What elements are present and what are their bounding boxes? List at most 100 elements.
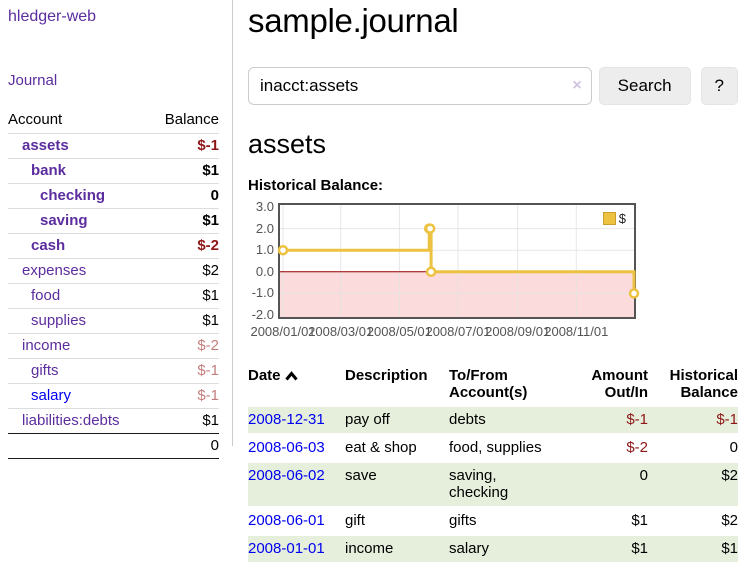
account-balance: 0 [210,187,219,204]
transaction-description: eat & shop [345,439,417,456]
x-tick-label: 2008/07/01 [425,324,491,339]
accounts-table-header: Account Balance [8,108,219,134]
transaction-balance: $2 [721,512,738,529]
transaction-row: 2008-06-03 eat & shop food, supplies $-2… [248,434,738,462]
account-link-liabilities-debts[interactable]: liabilities:debts [22,412,120,429]
transaction-row: 2008-12-31 pay off debts $-1 $-1 [248,406,738,434]
account-link-expenses[interactable]: expenses [22,262,87,279]
transaction-date-link[interactable]: 2008-06-03 [248,439,325,456]
account-row: income $-2 [8,333,219,359]
account-row: food $1 [8,283,219,309]
account-link-supplies[interactable]: supplies [31,312,87,329]
balance-column-header: Balance [164,111,219,128]
chart-legend: $ [600,210,628,227]
x-tick-label: 2008/03/01 [308,324,374,339]
account-row: supplies $1 [8,308,219,334]
account-link-gifts[interactable]: gifts [31,362,59,379]
x-tick-label: 2008/05/01 [366,324,432,339]
account-balance: $1 [202,287,219,304]
transaction-accounts: salary [449,535,576,562]
x-tick-label: 2008/01/01 [250,324,316,339]
transaction-date-link[interactable]: 2008-01-01 [248,540,325,557]
account-link-saving[interactable]: saving [40,212,88,229]
account-link-assets[interactable]: assets [22,137,69,154]
x-axis-labels: 2008/01/01 2008/03/01 2008/05/01 2008/07/01… [250,324,636,340]
transaction-row: 2008-06-02 save saving, checking 0 $2 [248,462,738,507]
transaction-accounts: gifts [449,512,477,529]
account-row: assets $-1 [8,133,219,159]
legend-label: $ [618,211,626,226]
register-header-row: Date Description To/From Account(s) Amou… [248,365,738,406]
account-link-bank[interactable]: bank [31,162,67,179]
accounts-balance-table: Account Balance assets $-1 bank $1 check… [8,108,219,459]
chart-plot-area: $ [277,203,640,319]
transaction-description: pay off [345,406,449,434]
transaction-balance: $2 [648,462,738,507]
account-link-salary[interactable]: salary [31,387,72,404]
account-balance: $-1 [197,137,219,154]
sidebar: hledger-web Journal Account Balance asse… [0,0,233,459]
historical-balance-chart: 3.0 2.0 1.0 0.0 -1.0 -2.0 $ 2008/01/01 2008/03… [248,199,738,345]
account-row: expenses $2 [8,258,219,284]
clear-search-icon[interactable]: × [572,77,582,94]
search-input[interactable] [248,67,592,105]
account-column-header: Account [8,111,63,128]
account-row: gifts $-1 [8,358,219,384]
account-row: cash $-2 [8,233,219,259]
chart-title: Historical Balance: [248,177,384,194]
transaction-description: gift [345,512,366,529]
transaction-description: save [345,462,449,507]
account-link-checking[interactable]: checking [40,187,106,204]
register-table: Date Description To/From Account(s) Amou… [248,365,738,562]
y-tick-label: -2.0 [251,307,274,322]
y-tick-label: -1.0 [251,285,274,301]
account-balance: $-2 [197,237,219,254]
account-balance: $-2 [197,337,219,354]
account-balance: $1 [202,412,219,429]
account-row: liabilities:debts $1 [8,408,219,434]
transaction-balance: $-1 [648,406,738,434]
account-balance: $-1 [197,362,219,379]
balance-header: Historical Balance [669,367,738,401]
account-row: bank $1 [8,158,219,184]
balance-chart-svg [277,205,640,317]
account-row: checking 0 [8,183,219,209]
search-button[interactable]: Search [598,67,691,105]
x-tick-label: 2008/09/01 [485,324,551,339]
date-sort-header[interactable]: Date [248,365,345,406]
account-link-income[interactable]: income [22,337,71,354]
search-help-button[interactable]: ? [700,67,738,105]
account-balance: $1 [202,312,219,329]
transaction-accounts: saving, checking [449,462,576,507]
transaction-amount: $1 [576,535,648,562]
transaction-date-link[interactable]: 2008-06-02 [248,467,325,484]
transaction-balance: $1 [648,535,738,562]
description-header: Description [345,367,428,384]
y-tick-label: 0.0 [255,263,274,279]
transaction-date-link[interactable]: 2008-12-31 [248,411,325,428]
transaction-amount: $1 [631,512,648,529]
account-row: salary $-1 [8,383,219,409]
app-title-link[interactable]: hledger-web [8,8,97,25]
accounts-total-row: 0 [8,433,219,459]
account-balance: $1 [202,212,219,229]
accounts-header: To/From Account(s) [449,367,528,401]
sidebar-item-journal[interactable]: Journal [8,72,58,89]
transaction-date-link[interactable]: 2008-06-01 [248,512,325,529]
journal-title: sample.journal [248,2,459,39]
x-tick-label: 2008/11/01 [544,324,609,339]
main-content: sample.journal × Search ? assets Histori… [248,0,738,562]
amount-header: Amount Out/In [591,367,648,401]
search-form: × Search ? [248,67,738,105]
legend-swatch [602,212,616,225]
sort-ascending-icon [284,371,298,381]
accounts-total-balance: 0 [210,437,219,454]
account-link-cash[interactable]: cash [31,237,66,254]
transaction-description: income [345,535,449,562]
account-link-food[interactable]: food [31,287,61,304]
transaction-balance: 0 [729,439,738,456]
transaction-accounts: debts [449,406,576,434]
account-row: saving $1 [8,208,219,234]
transaction-accounts: food, supplies [449,439,542,456]
y-tick-label: 2.0 [255,220,274,236]
